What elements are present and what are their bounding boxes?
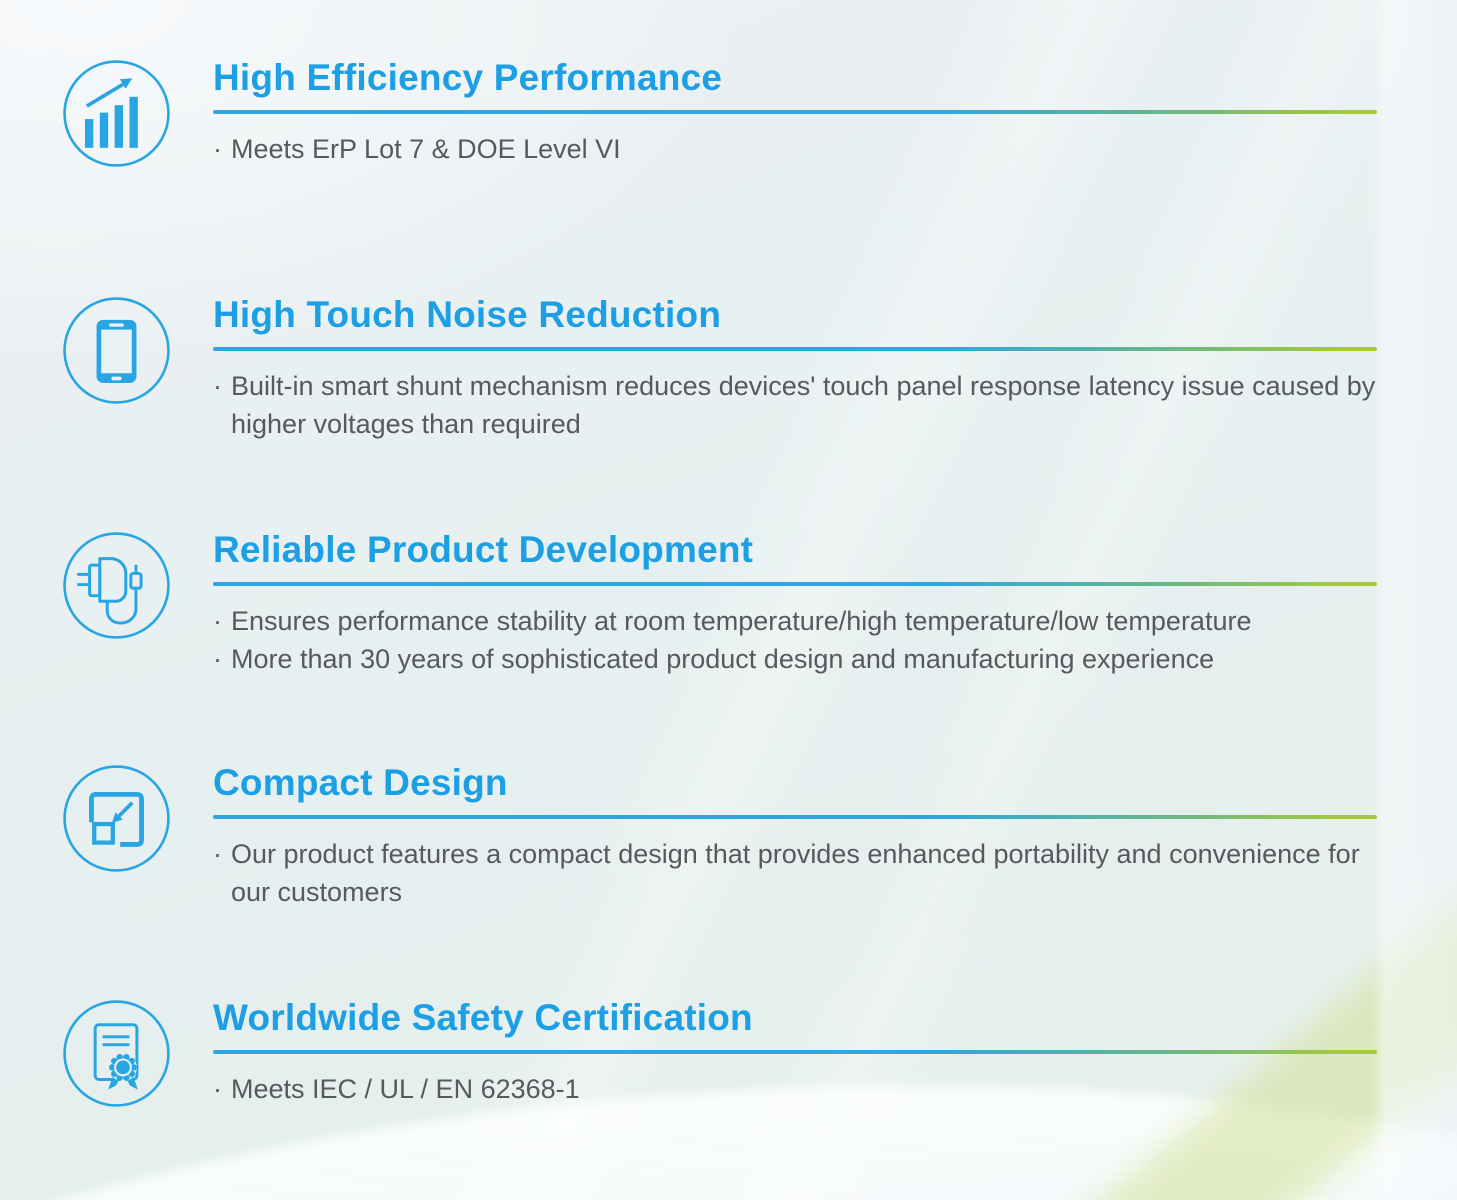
feature-bullets: · Meets ErP Lot 7 & DOE Level VI — [213, 130, 1393, 168]
feature-bullet: · Meets IEC / UL / EN 62368-1 — [213, 1070, 1393, 1108]
bullet-dot: · — [213, 644, 222, 674]
icon-glyph — [63, 297, 170, 404]
feature-row-reliable-product-development: Reliable Product Development · Ensures pe… — [0, 528, 1457, 678]
feature-row-compact-design: Compact Design · Our product features a c… — [0, 761, 1457, 911]
icon-glyph — [63, 532, 170, 639]
bar-chart-growth-icon — [59, 56, 174, 171]
feature-bullet: · Meets ErP Lot 7 & DOE Level VI — [213, 130, 1393, 168]
title-underline — [213, 1050, 1377, 1054]
title-underline — [213, 815, 1377, 819]
feature-row-worldwide-safety-certification: Worldwide Safety Certification · Meets IE… — [0, 996, 1457, 1111]
feature-bullets: · Our product features a compact design t… — [213, 835, 1393, 911]
feature-content: Reliable Product Development · Ensures pe… — [213, 528, 1393, 678]
icon-glyph — [63, 60, 170, 167]
feature-bullets: · Built-in smart shunt mechanism reduces … — [213, 367, 1393, 443]
bullet-text: Our product features a compact design th… — [231, 839, 1360, 907]
feature-bullet: · Our product features a compact design t… — [213, 835, 1393, 911]
feature-bullet: · Ensures performance stability at room t… — [213, 602, 1393, 640]
icon-glyph — [63, 765, 170, 872]
power-adapter-icon — [59, 528, 174, 643]
compact-resize-icon — [59, 761, 174, 876]
certificate-icon — [59, 996, 174, 1111]
feature-row-high-touch-noise-reduction: High Touch Noise Reduction · Built-in sma… — [0, 293, 1457, 443]
feature-content: High Touch Noise Reduction · Built-in sma… — [213, 293, 1393, 443]
feature-title: Reliable Product Development — [213, 529, 754, 570]
title-underline — [213, 110, 1377, 114]
feature-bullets: · Ensures performance stability at room t… — [213, 602, 1393, 678]
feature-bullet: · Built-in smart shunt mechanism reduces … — [213, 367, 1393, 443]
icon-glyph — [63, 1000, 170, 1107]
smartphone-icon — [59, 293, 174, 408]
feature-title: Compact Design — [213, 762, 508, 803]
feature-content: Worldwide Safety Certification · Meets IE… — [213, 996, 1393, 1108]
feature-title: High Efficiency Performance — [213, 57, 723, 98]
feature-row-high-efficiency-performance: High Efficiency Performance · Meets ErP L… — [0, 56, 1457, 171]
feature-bullet: · More than 30 years of sophisticated pro… — [213, 640, 1393, 678]
feature-title: High Touch Noise Reduction — [213, 294, 722, 335]
bullet-text: More than 30 years of sophisticated prod… — [231, 644, 1215, 674]
bullet-dot: · — [213, 134, 222, 164]
feature-bullets: · Meets IEC / UL / EN 62368-1 — [213, 1070, 1393, 1108]
bullet-dot: · — [213, 1074, 222, 1104]
bullet-dot: · — [213, 839, 222, 869]
feature-title: Worldwide Safety Certification — [213, 997, 753, 1038]
feature-content: Compact Design · Our product features a c… — [213, 761, 1393, 911]
bullet-text: Meets IEC / UL / EN 62368-1 — [231, 1074, 580, 1104]
bullet-text: Built-in smart shunt mechanism reduces d… — [231, 371, 1376, 439]
bullet-dot: · — [213, 606, 222, 636]
bullet-text: Ensures performance stability at room te… — [231, 606, 1252, 636]
feature-content: High Efficiency Performance · Meets ErP L… — [213, 56, 1393, 168]
title-underline — [213, 582, 1377, 586]
bullet-text: Meets ErP Lot 7 & DOE Level VI — [231, 134, 621, 164]
title-underline — [213, 347, 1377, 351]
bullet-dot: · — [213, 371, 222, 401]
